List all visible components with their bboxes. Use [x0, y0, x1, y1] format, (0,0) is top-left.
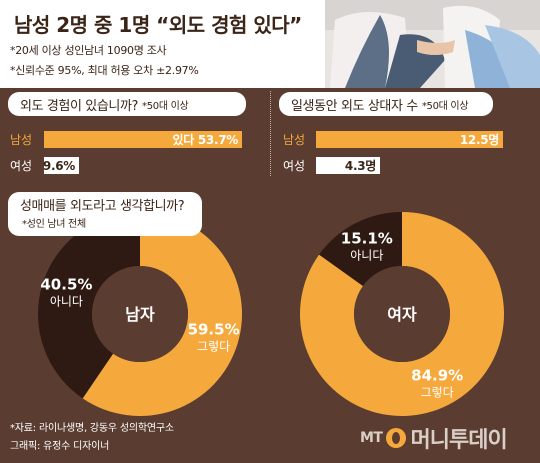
- donut-female-hole: [354, 266, 450, 362]
- page-title: 남성 2명 중 1명 “외도 경험 있다”: [14, 13, 302, 37]
- chart-panel: 외도 경험이 있습니까? *50대 이상 남성 여성 있다 53.7% 9.6%…: [0, 88, 540, 463]
- q1-bar-male: 있다 53.7%: [44, 131, 242, 148]
- q2-title: 일생동안 외도 상대자 수: [291, 98, 418, 114]
- donut-female-center-label: 여자: [387, 305, 417, 324]
- donut-male-hole: [92, 266, 188, 362]
- q1-title: 외도 경험이 있습니까?: [20, 98, 139, 114]
- source-note: *자료: 라이나생명, 강동우 성의학연구소: [10, 423, 174, 434]
- couple-photo-illustration: [325, 0, 540, 88]
- q3-title-box: 성매매를 외도라고 생각합니까? *성인 남녀 전체: [8, 192, 202, 236]
- donut-male-slice-1: [38, 212, 140, 399]
- q1-title-box: 외도 경험이 있습니까? *50대 이상: [8, 92, 246, 116]
- section-divider: [270, 91, 271, 176]
- q2-label-female: 여성: [283, 159, 306, 173]
- logo-name-text: 머니투데이: [410, 428, 507, 453]
- q1-label-male: 남성: [10, 133, 33, 147]
- q2-bar-male: 12.5명: [316, 131, 503, 148]
- logo-mt-text: MT: [360, 430, 383, 446]
- survey-note: *20세 이상 성인남녀 1090명 조사: [10, 44, 167, 57]
- donut-male-slice-0: [82, 212, 243, 416]
- donut-male-label-0: 그렇다: [197, 339, 230, 354]
- confidence-note: *신뢰수준 95%, 최대 허용 오차 ±2.97%: [10, 64, 199, 77]
- q1-bar-female: 9.6%: [43, 157, 79, 174]
- q2-label-male: 남성: [283, 133, 306, 147]
- header: 남성 2명 중 1명 “외도 경험 있다” *20세 이상 성인남녀 1090명…: [0, 0, 540, 88]
- donut-female-label-1: 아니다: [350, 249, 383, 263]
- donut-female-slice-1: [319, 212, 402, 287]
- donut-female-label-0: 그렇다: [421, 384, 454, 399]
- q2-note: *50대 이상: [421, 100, 469, 112]
- donut-male-value-1: 40.5%: [40, 275, 92, 293]
- donut-male-center-label: 남자: [125, 305, 155, 324]
- q2-bar-female: 4.3명: [316, 157, 380, 174]
- q1-label-female: 여성: [10, 159, 33, 173]
- q1-note: *50대 이상: [142, 100, 189, 112]
- donut-male-label-1: 아니다: [50, 294, 83, 308]
- donut-female-value-1: 15.1%: [341, 230, 393, 248]
- graphic-credit: 그래픽: 유정수 디자이너: [10, 441, 110, 452]
- donut-male-value-0: 59.5%: [188, 321, 240, 339]
- brand-logo: MT 머니투데이: [360, 422, 508, 454]
- donut-female-value-0: 84.9%: [411, 366, 463, 384]
- header-photo: [325, 0, 540, 88]
- q2-title-box: 일생동안 외도 상대자 수 *50대 이상: [279, 92, 493, 116]
- q3-note: *성인 남녀 전체: [22, 219, 86, 230]
- logo-circle-icon: [386, 428, 407, 448]
- q3-title: 성매매를 외도라고 생각합니까?: [20, 199, 185, 214]
- donut-female-slice-0: [300, 212, 504, 417]
